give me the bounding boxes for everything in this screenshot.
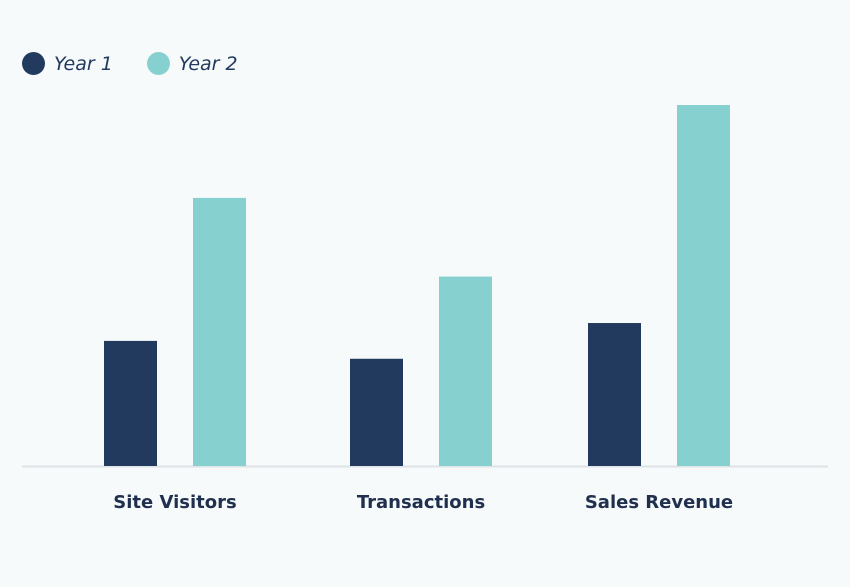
bar-site-visitors-year-2: [193, 197, 246, 466]
bar-sales-revenue-year-1: [588, 323, 641, 466]
legend-item-year-1: Year 1: [22, 52, 113, 75]
legend-label-year-2: Year 2: [178, 52, 238, 75]
legend-label-year-1: Year 1: [54, 52, 113, 75]
bar-transactions-year-2: [439, 276, 492, 466]
category-label-transactions: Transactions: [357, 492, 485, 513]
category-label-sales-revenue: Sales Revenue: [585, 492, 733, 513]
legend-swatch-year-2: [146, 52, 170, 75]
legend-item-year-2: Year 2: [146, 52, 238, 75]
legend-swatch-year-1: [22, 52, 45, 75]
bar-transactions-year-1: [350, 358, 403, 466]
category-label-site-visitors: Site Visitors: [113, 492, 236, 513]
bar-site-visitors-year-1: [104, 340, 157, 466]
bar-sales-revenue-year-2: [677, 105, 730, 466]
legend: Year 1 Year 2: [22, 52, 272, 75]
